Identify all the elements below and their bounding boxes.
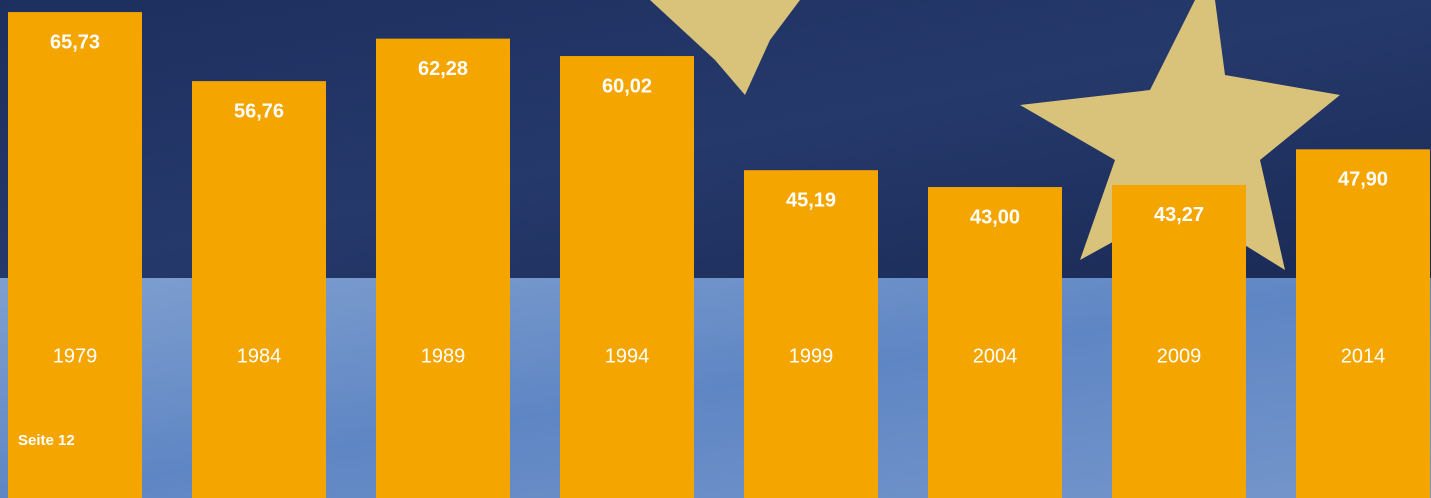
bar <box>560 56 694 498</box>
bar <box>1112 185 1246 498</box>
bar <box>1296 149 1430 498</box>
bar <box>8 12 142 498</box>
value-label: 45,19 <box>786 189 836 211</box>
bar <box>192 81 326 498</box>
value-label: 60,02 <box>602 75 652 97</box>
value-label: 43,27 <box>1154 204 1204 226</box>
bar <box>744 170 878 498</box>
bar <box>928 187 1062 498</box>
bar <box>376 39 510 498</box>
x-tick-label: 1994 <box>605 345 650 367</box>
value-label: 43,00 <box>970 206 1020 228</box>
x-tick-label: 2009 <box>1157 345 1202 367</box>
x-tick-label: 1989 <box>421 345 466 367</box>
x-tick-label: 2014 <box>1341 345 1386 367</box>
chart: Seite 12 65,73 1979 56,76 1984 62,28 1989 60,0… <box>0 0 1431 498</box>
value-label: 56,76 <box>234 100 284 122</box>
page: {"chart_data": {"type": "bar", "categori… <box>0 0 1431 498</box>
x-tick-label: 2004 <box>973 345 1018 367</box>
page-number: Seite 12 <box>18 432 75 449</box>
value-label: 65,73 <box>50 31 100 53</box>
value-label: 62,28 <box>418 58 468 80</box>
x-tick-label: 1979 <box>53 345 98 367</box>
x-tick-label: 1984 <box>237 345 282 367</box>
x-tick-label: 1999 <box>789 345 834 367</box>
value-label: 47,90 <box>1338 169 1388 191</box>
